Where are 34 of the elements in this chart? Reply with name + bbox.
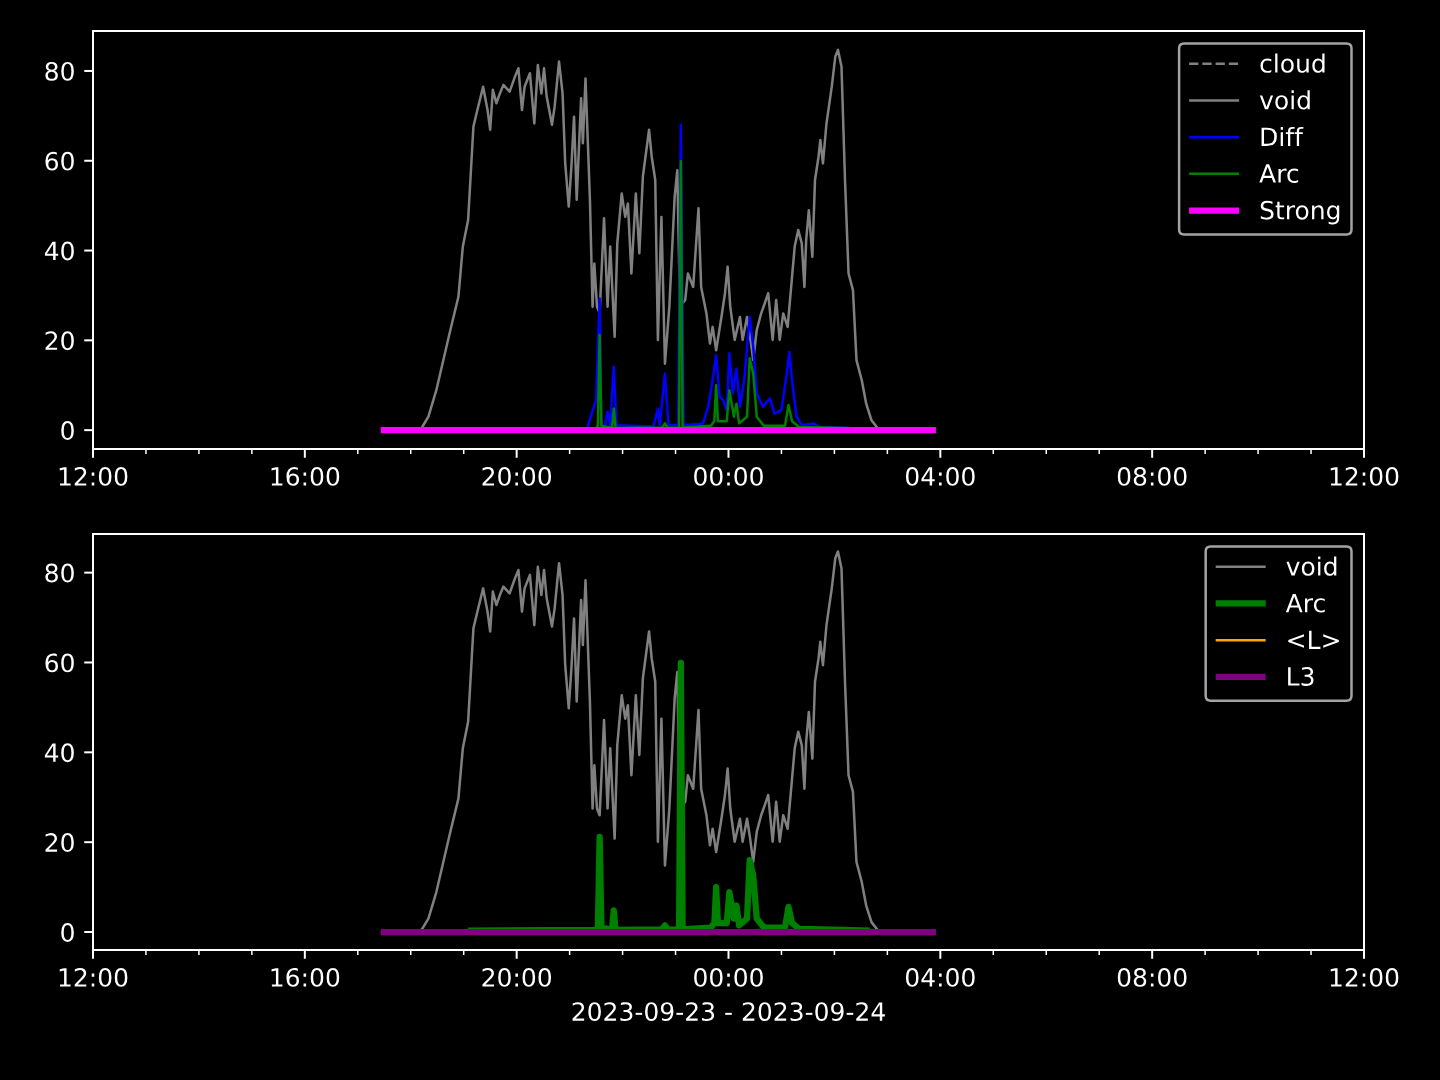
y-tick-label: 80 (45, 61, 74, 81)
y-tick-label: 80 (45, 563, 74, 583)
legend-label: <L> (1288, 630, 1339, 649)
legend-label: void (1286, 556, 1337, 576)
legend-label: Arc (1259, 164, 1299, 183)
legend-label: void (1259, 90, 1310, 110)
x-tick-label: 16:00 (271, 967, 340, 987)
x-tick-label: 00:00 (694, 466, 763, 486)
legend-label: Diff (1261, 126, 1304, 146)
y-tick-label: 60 (45, 151, 74, 171)
y-tick-label: 0 (61, 922, 74, 942)
x-tick-label: 12:00 (1330, 967, 1399, 987)
x-tick-label: 20:00 (482, 466, 552, 486)
x-tick-label: 12:00 (59, 967, 128, 987)
x-tick-label: 12:00 (1330, 466, 1399, 486)
y-tick-label: 20 (45, 833, 74, 853)
x-tick-label: 08:00 (1117, 466, 1187, 486)
x-tick-label: 16:00 (271, 466, 340, 486)
legend-label: L3 (1288, 667, 1314, 686)
y-tick-label: 20 (45, 331, 74, 351)
x-axis-title: 2023-09-23 - 2023-09-24 (572, 1002, 885, 1022)
x-tick-label: 08:00 (1117, 967, 1187, 987)
x-tick-label: 20:00 (482, 967, 552, 987)
x-tick-label: 04:00 (905, 967, 975, 987)
x-tick-label: 04:00 (905, 466, 975, 486)
legend-label: Strong (1260, 200, 1340, 225)
x-tick-label: 12:00 (59, 466, 128, 486)
y-tick-label: 40 (44, 241, 74, 261)
y-tick-label: 60 (45, 653, 74, 673)
legend-label: cloud (1260, 53, 1325, 73)
legend-label: Arc (1285, 593, 1325, 613)
y-tick-label: 40 (44, 743, 74, 763)
y-tick-label: 0 (61, 421, 74, 440)
x-tick-label: 00:00 (694, 967, 763, 987)
